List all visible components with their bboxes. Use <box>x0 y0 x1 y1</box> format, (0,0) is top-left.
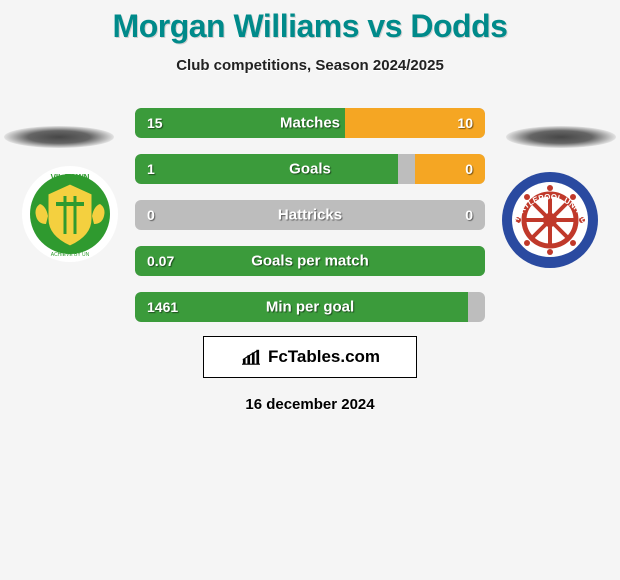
page-subtitle: Club competitions, Season 2024/2025 <box>0 57 620 74</box>
stat-row-hattricks: 0 Hattricks 0 <box>135 200 485 230</box>
stat-value-left: 0 <box>147 207 155 223</box>
wheel-icon: HARTLEPOOL UNITED <box>500 170 600 270</box>
stat-bar-right <box>415 154 485 184</box>
stat-row-mpg: 1461 Min per goal <box>135 292 485 322</box>
stat-value-left: 1461 <box>147 299 178 315</box>
stat-label: Hattricks <box>278 207 342 224</box>
svg-text:VIL TOWN: VIL TOWN <box>51 173 90 182</box>
stat-row-goals: 1 Goals 0 <box>135 154 485 184</box>
stat-label: Goals per match <box>251 253 369 270</box>
stat-bar-left <box>135 154 398 184</box>
stat-value-right: 0 <box>465 207 473 223</box>
stat-value-right: 10 <box>457 115 473 131</box>
brand-box: FcTables.com <box>203 336 417 378</box>
stat-value-left: 15 <box>147 115 163 131</box>
svg-text:ACHIEVE BY UN: ACHIEVE BY UN <box>51 252 90 258</box>
date-text: 16 december 2024 <box>0 396 620 413</box>
stat-row-matches: 15 Matches 10 <box>135 108 485 138</box>
header: Morgan Williams vs Dodds Club competitio… <box>0 0 620 74</box>
badge-shadow-left <box>4 126 114 148</box>
shield-icon: VIL TOWN ACHIEVE BY UN <box>20 164 120 264</box>
badge-shadow-right <box>506 126 616 148</box>
team-badge-left: VIL TOWN ACHIEVE BY UN <box>20 164 120 264</box>
bar-chart-icon <box>240 348 262 366</box>
stat-label: Matches <box>280 115 340 132</box>
stat-value-left: 0.07 <box>147 253 174 269</box>
page-title: Morgan Williams vs Dodds <box>0 8 620 45</box>
stat-label: Min per goal <box>266 299 354 316</box>
brand-text: FcTables.com <box>268 347 380 367</box>
stat-value-left: 1 <box>147 161 155 177</box>
stat-row-gpm: 0.07 Goals per match <box>135 246 485 276</box>
stat-label: Goals <box>289 161 331 178</box>
team-badge-right: HARTLEPOOL UNITED <box>500 170 600 270</box>
stat-value-right: 0 <box>465 161 473 177</box>
